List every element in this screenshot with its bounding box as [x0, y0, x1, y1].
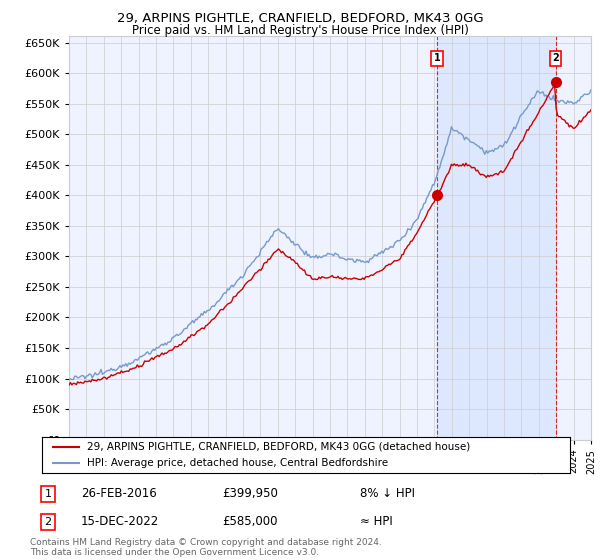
Text: Contains HM Land Registry data © Crown copyright and database right 2024.
This d: Contains HM Land Registry data © Crown c…: [30, 538, 382, 557]
Text: 2: 2: [44, 517, 52, 527]
Text: 1: 1: [434, 53, 440, 63]
Text: £585,000: £585,000: [222, 515, 277, 529]
Bar: [437, 36, 556, 440]
Text: £399,950: £399,950: [222, 487, 278, 501]
Text: 26-FEB-2016: 26-FEB-2016: [81, 487, 157, 501]
Text: Price paid vs. HM Land Registry's House Price Index (HPI): Price paid vs. HM Land Registry's House …: [131, 24, 469, 37]
Text: 29, ARPINS PIGHTLE, CRANFIELD, BEDFORD, MK43 0GG: 29, ARPINS PIGHTLE, CRANFIELD, BEDFORD, …: [116, 12, 484, 25]
Text: 8% ↓ HPI: 8% ↓ HPI: [360, 487, 415, 501]
Text: 15-DEC-2022: 15-DEC-2022: [81, 515, 159, 529]
Text: 29, ARPINS PIGHTLE, CRANFIELD, BEDFORD, MK43 0GG (detached house): 29, ARPINS PIGHTLE, CRANFIELD, BEDFORD, …: [87, 442, 470, 452]
Text: HPI: Average price, detached house, Central Bedfordshire: HPI: Average price, detached house, Cent…: [87, 458, 388, 468]
Text: 2: 2: [552, 53, 559, 63]
Text: ≈ HPI: ≈ HPI: [360, 515, 393, 529]
Text: 1: 1: [44, 489, 52, 499]
